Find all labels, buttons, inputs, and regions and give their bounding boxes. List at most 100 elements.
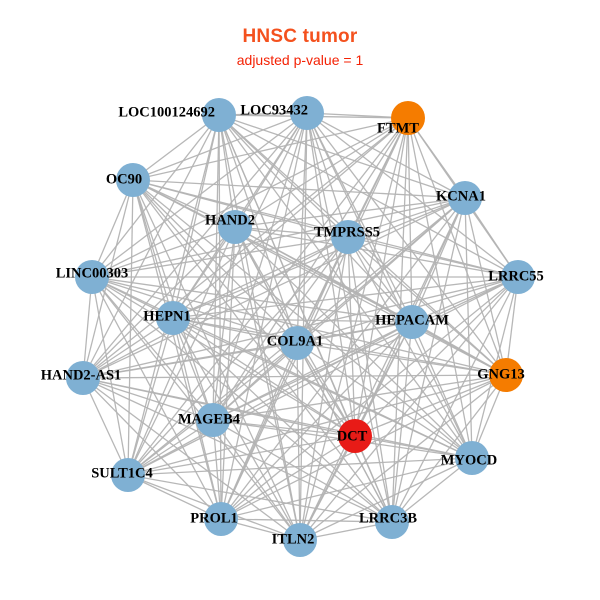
graph-edge bbox=[220, 117, 409, 520]
node-label-prol1: PROL1 bbox=[190, 510, 238, 526]
node-label-linc00303: LINC00303 bbox=[56, 265, 129, 281]
graph-node-col9a1[interactable] bbox=[280, 326, 314, 360]
graph-node-kcna1[interactable] bbox=[448, 181, 482, 215]
graph-edge bbox=[296, 342, 507, 376]
graph-node-hand2-as1[interactable] bbox=[66, 361, 100, 395]
graph-node-ftmt[interactable] bbox=[391, 101, 425, 135]
graph-edge bbox=[306, 112, 349, 238]
graph-edge bbox=[306, 112, 393, 523]
graph-edge bbox=[127, 474, 222, 520]
graph-edge bbox=[91, 276, 129, 476]
graph-edge bbox=[132, 179, 236, 228]
graph-edge bbox=[234, 226, 519, 278]
graph-edge bbox=[91, 112, 308, 278]
graph-node-oc90[interactable] bbox=[116, 163, 150, 197]
graph-node-prol1[interactable] bbox=[204, 502, 238, 536]
graph-node-lrrc55[interactable] bbox=[501, 260, 535, 294]
graph-edge bbox=[91, 276, 214, 421]
graph-edge bbox=[234, 226, 473, 459]
node-label-lrrc3b: LRRC3B bbox=[359, 510, 417, 526]
graph-edge bbox=[132, 179, 214, 421]
graph-edge bbox=[220, 342, 298, 520]
graph-edge bbox=[391, 374, 507, 523]
graph-edge bbox=[212, 374, 507, 421]
graph-edge bbox=[347, 236, 413, 323]
graph-edge bbox=[82, 377, 222, 520]
graph-node-tmprss5[interactable] bbox=[331, 220, 365, 254]
graph-edge bbox=[296, 342, 473, 459]
graph-edge bbox=[218, 114, 466, 199]
graph-edge bbox=[132, 114, 220, 181]
graph-edge bbox=[212, 236, 349, 421]
graph-edge bbox=[127, 457, 473, 476]
graph-edge bbox=[347, 197, 466, 238]
graph-edge bbox=[391, 457, 473, 523]
graph-node-linc00303[interactable] bbox=[75, 260, 109, 294]
graph-edge bbox=[82, 317, 174, 379]
graph-edge bbox=[234, 226, 507, 376]
graph-edge bbox=[299, 457, 473, 541]
graph-edge bbox=[220, 457, 473, 520]
graph-edge bbox=[172, 317, 301, 541]
node-label-loc93432: LOC93432 bbox=[240, 102, 308, 118]
graph-edge bbox=[234, 197, 466, 228]
graph-node-itln2[interactable] bbox=[283, 523, 317, 557]
node-label-kcna1: KCNA1 bbox=[436, 188, 486, 204]
graph-edge bbox=[127, 474, 393, 523]
graph-edge bbox=[91, 197, 466, 278]
graph-edge bbox=[132, 112, 308, 181]
graph-edge bbox=[299, 435, 356, 541]
node-label-oc90: OC90 bbox=[106, 171, 142, 187]
graph-edge bbox=[411, 276, 519, 323]
node-label-hepn1: HEPN1 bbox=[143, 308, 191, 324]
graph-node-lrrc3b[interactable] bbox=[375, 505, 409, 539]
graph-edge bbox=[91, 276, 393, 523]
graph-edge bbox=[411, 321, 473, 459]
node-label-col9a1: COL9A1 bbox=[267, 333, 323, 349]
graph-edge bbox=[212, 226, 236, 421]
graph-edge bbox=[132, 117, 409, 181]
graph-edge bbox=[218, 114, 236, 228]
graph-node-mageb4[interactable] bbox=[196, 403, 230, 437]
graph-edge bbox=[172, 226, 236, 319]
graph-edge bbox=[354, 435, 473, 459]
graph-edge bbox=[296, 342, 356, 437]
graph-node-myocd[interactable] bbox=[455, 441, 489, 475]
graph-edge bbox=[391, 321, 413, 523]
graph-node-gng13[interactable] bbox=[489, 358, 523, 392]
graph-edge bbox=[172, 197, 466, 319]
graph-edge bbox=[91, 276, 222, 520]
graph-edge bbox=[132, 179, 356, 437]
node-label-hepacam: HEPACAM bbox=[375, 312, 449, 328]
graph-node-sult1c4[interactable] bbox=[111, 458, 145, 492]
graph-edge bbox=[132, 179, 519, 278]
graph-edge bbox=[172, 317, 473, 459]
graph-edge bbox=[464, 197, 473, 459]
graph-edge bbox=[132, 179, 301, 541]
graph-edge bbox=[212, 276, 519, 421]
graph-edge bbox=[347, 236, 393, 523]
graph-edge bbox=[91, 236, 349, 278]
graph-edge bbox=[220, 321, 413, 520]
graph-edge bbox=[306, 112, 466, 199]
graph-edge bbox=[212, 419, 356, 437]
node-label-layer: LOC100124692 LOC93432 FTMT OC90 KCNA1 HAND2 TM… bbox=[41, 102, 544, 547]
graph-edge bbox=[172, 276, 519, 319]
graph-node-dct[interactable] bbox=[338, 419, 372, 453]
graph-edge bbox=[91, 226, 236, 278]
graph-edge bbox=[299, 374, 507, 541]
graph-node-hepacam[interactable] bbox=[395, 305, 429, 339]
graph-edge bbox=[132, 179, 393, 523]
graph-edge bbox=[82, 377, 214, 421]
node-label-itln2: ITLN2 bbox=[272, 531, 315, 547]
graph-node-loc100124692[interactable] bbox=[202, 98, 236, 132]
node-label-sult1c4: SULT1C4 bbox=[91, 465, 153, 481]
graph-edge bbox=[220, 276, 519, 520]
graph-node-hand2[interactable] bbox=[218, 210, 252, 244]
graph-node-hepn1[interactable] bbox=[156, 301, 190, 335]
graph-edge bbox=[82, 374, 507, 379]
graph-node-loc93432[interactable] bbox=[290, 96, 324, 130]
node-label-ftmt: FTMT bbox=[377, 120, 419, 136]
graph-edge bbox=[82, 377, 129, 476]
